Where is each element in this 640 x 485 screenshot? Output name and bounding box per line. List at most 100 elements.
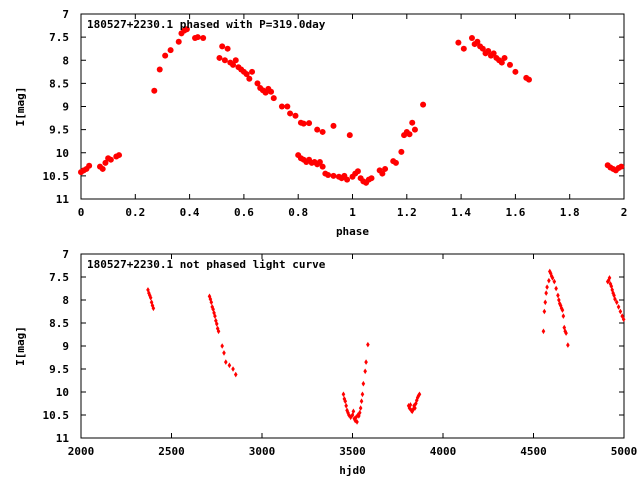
- data-point: [319, 128, 326, 135]
- data-point: [607, 275, 612, 281]
- data-point: [330, 172, 337, 179]
- y-tick-label: 8: [62, 294, 69, 307]
- data-point: [222, 350, 226, 356]
- data-point: [151, 305, 156, 312]
- data-point: [357, 409, 362, 416]
- x-axis-title: hjd0: [339, 464, 366, 477]
- x-tick-label: 5000: [611, 445, 638, 458]
- data-point: [194, 34, 201, 41]
- plot-title: 180527+2230.1 not phased light curve: [87, 258, 326, 271]
- data-point: [107, 156, 114, 163]
- x-tick-label: 2: [621, 206, 628, 219]
- data-point: [183, 26, 190, 33]
- data-point: [542, 308, 547, 315]
- y-tick-label: 9: [62, 340, 69, 353]
- data-point: [243, 71, 250, 78]
- data-point: [224, 359, 228, 365]
- data-point: [353, 417, 358, 424]
- data-point: [150, 302, 155, 309]
- data-point: [306, 120, 313, 127]
- x-tick-label: 1: [349, 206, 356, 219]
- data-point: [543, 299, 548, 306]
- data-point: [408, 402, 413, 408]
- x-tick-label: 2000: [68, 445, 95, 458]
- x-tick-label: 0.6: [234, 206, 254, 219]
- x-tick-label: 0.4: [180, 206, 200, 219]
- x-tick-label: 3500: [339, 445, 366, 458]
- data-point: [357, 413, 361, 419]
- data-point: [151, 87, 158, 94]
- phased-light-curve-chart: 0 0.2 0.4 0.6 0.8 1 1.2 1.4 1.6 1.8 2 7 7.5 8 8.5 9 9.5…: [14, 8, 627, 238]
- x-axis-title: phase: [336, 225, 369, 238]
- data-point: [148, 294, 153, 301]
- data-point: [344, 176, 351, 183]
- data-point: [611, 290, 615, 296]
- data-point: [314, 126, 321, 133]
- data-point: [360, 391, 365, 398]
- tick-marks: [80, 253, 625, 439]
- data-point: [490, 50, 497, 57]
- data-point: [411, 126, 418, 133]
- data-point: [221, 57, 228, 64]
- data-point: [287, 110, 294, 117]
- data-point: [278, 103, 285, 110]
- data-point: [556, 292, 560, 299]
- y-tick-label: 9.5: [49, 124, 69, 137]
- data-point: [618, 308, 623, 315]
- y-tick-label: 7: [62, 8, 69, 21]
- y-axis-title: I[mag]: [14, 87, 27, 127]
- y-tick-labels: 7 7.5 8 8.5 9 9.5 10 10.5 11: [43, 248, 70, 445]
- data-point: [610, 287, 615, 293]
- data-point: [268, 88, 275, 95]
- data-point: [406, 403, 411, 409]
- data-point: [359, 398, 364, 404]
- data-point: [214, 321, 219, 327]
- data-point: [209, 299, 214, 306]
- data-point: [341, 391, 346, 398]
- data-point: [220, 343, 224, 349]
- data-point: [409, 119, 416, 126]
- unphased-light-curve-chart: 2000 2500 3000 3500 4000 4500 5000 7 7.5 8 8.5 9 9.…: [14, 248, 637, 477]
- data-point: [550, 275, 555, 281]
- data-point: [175, 38, 182, 45]
- data-point: [363, 368, 367, 375]
- data-point: [606, 277, 611, 284]
- y-tick-label: 7.5: [49, 271, 69, 284]
- data-point: [231, 366, 235, 372]
- data-point: [366, 341, 370, 348]
- y-tick-label: 10: [56, 386, 69, 399]
- data-point: [485, 48, 492, 54]
- x-tick-labels: 0 0.2 0.4 0.6 0.8 1 1.2 1.4 1.6 1.8 2: [78, 206, 628, 219]
- y-axis-title: I[mag]: [14, 326, 27, 366]
- data-point: [227, 362, 232, 369]
- data-point: [618, 163, 625, 170]
- data-point: [300, 120, 307, 127]
- data-point: [343, 398, 348, 404]
- x-tick-label: 1.8: [560, 206, 580, 219]
- data-point: [270, 95, 277, 102]
- data-point: [468, 35, 475, 42]
- data-point: [455, 39, 462, 46]
- y-tick-label: 8: [62, 54, 69, 67]
- data-point: [215, 325, 220, 332]
- x-tick-label: 4000: [430, 445, 457, 458]
- x-tick-label: 2500: [158, 445, 185, 458]
- data-point: [479, 45, 486, 52]
- data-point: [216, 54, 223, 61]
- data-point: [512, 68, 519, 75]
- data-point: [249, 68, 256, 75]
- data-point: [149, 299, 154, 306]
- data-point: [379, 170, 386, 177]
- data-point: [420, 101, 427, 108]
- data-point: [330, 122, 337, 129]
- y-tick-label: 9.5: [49, 363, 69, 376]
- data-point: [545, 284, 549, 290]
- data-point: [167, 47, 174, 54]
- data-points: [78, 26, 625, 186]
- data-point: [525, 76, 532, 83]
- data-point: [99, 165, 106, 172]
- data-point: [319, 163, 326, 170]
